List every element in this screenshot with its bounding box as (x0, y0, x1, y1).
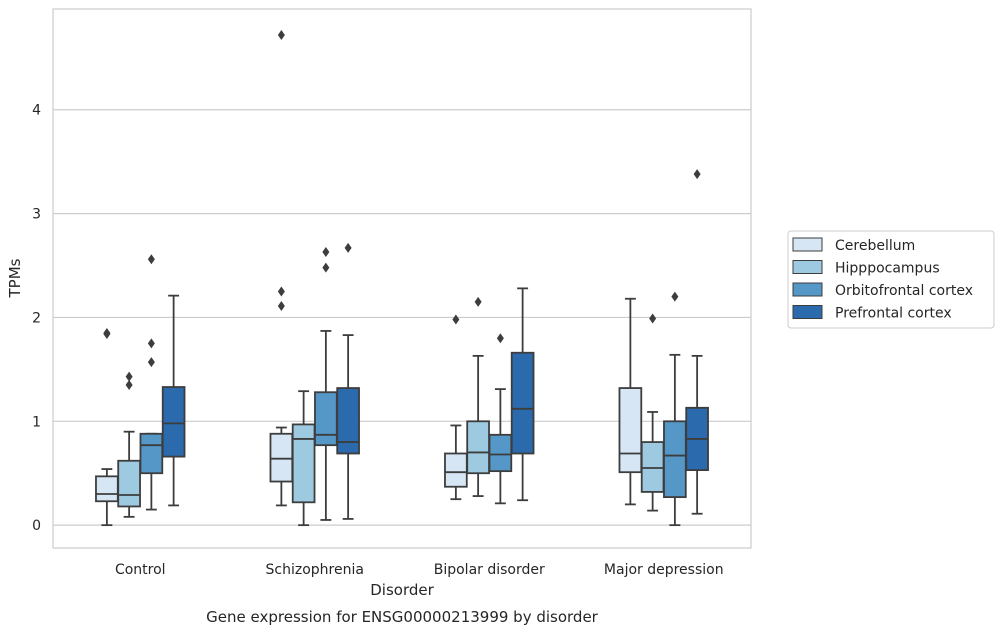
x-axis-label: Disorder (370, 581, 434, 599)
legend-swatch (792, 282, 823, 297)
outlier-point (125, 379, 133, 390)
legend: Cerebellum Hipppocampus Orbitofrontal cort… (787, 230, 995, 329)
y-tick-labels: 0 1 2 3 4 (32, 103, 41, 534)
y-tick-label: 1 (32, 414, 41, 430)
box-body (314, 391, 338, 447)
legend-label: Hipppocampus (835, 261, 940, 277)
box-prefrontal-cortex (685, 169, 709, 515)
box-body (95, 475, 119, 503)
legend-swatch (792, 305, 823, 319)
box-body (488, 433, 513, 473)
outlier-point (671, 291, 679, 302)
box-cerebellum (269, 29, 294, 507)
box-body (269, 432, 294, 483)
x-tick-label: Bipolar disorder (434, 562, 545, 578)
outlier-point (693, 169, 701, 180)
x-tick-label: Control (115, 562, 166, 578)
y-tick-label: 4 (32, 103, 41, 119)
outlier-point (649, 313, 657, 324)
box-body (444, 452, 468, 488)
legend-frame (787, 230, 995, 329)
box-body (336, 387, 360, 455)
legend-swatch (792, 237, 823, 252)
box-body (510, 351, 535, 455)
box-orbitofrontal-cortex (139, 254, 164, 511)
boxes (95, 29, 709, 527)
x-tick-label: Schizophrenia (266, 562, 364, 578)
box-hipppocampus (466, 296, 490, 497)
box-prefrontal-cortex (510, 287, 535, 502)
legend-label: Orbitofrontal cortex (835, 283, 973, 299)
box-hipppocampus (640, 313, 665, 512)
box-body (117, 459, 141, 508)
outlier-point (344, 242, 352, 253)
outlier-point (147, 357, 155, 368)
outlier-point (474, 296, 482, 307)
outlier-point (103, 329, 111, 340)
outlier-point (496, 333, 504, 344)
x-tick-labels: Control Schizophrenia Bipolar disorder Majo… (115, 562, 724, 578)
box-body (161, 386, 186, 458)
box-hipppocampus (117, 371, 141, 518)
box-body (139, 432, 164, 475)
outlier-point (452, 314, 460, 325)
legend-label: Prefrontal cortex (835, 306, 952, 322)
box-body (640, 441, 665, 493)
chart-caption: Gene expression for ENSG00000213999 by d… (206, 608, 599, 626)
outlier-point (277, 301, 285, 312)
y-tick-label: 3 (32, 207, 41, 223)
outlier-point (277, 29, 285, 40)
outlier-point (147, 338, 155, 349)
plot-area-frame (52, 8, 752, 549)
box-prefrontal-cortex (336, 242, 360, 520)
legend-entries: Cerebellum Hipppocampus Orbitofrontal cort… (792, 237, 973, 322)
box-cerebellum (444, 314, 468, 501)
box-body (618, 387, 643, 474)
x-tick-label: Major depression (604, 562, 724, 578)
outlier-point (322, 247, 330, 258)
y-axis-label: TPMs (6, 258, 24, 298)
box-body (291, 423, 316, 504)
box-body (466, 420, 490, 475)
box-cerebellum (618, 297, 643, 506)
box-hipppocampus (291, 390, 316, 527)
outlier-point (125, 371, 133, 382)
box-body (663, 420, 687, 499)
box-prefrontal-cortex (161, 294, 186, 507)
legend-label: Cerebellum (835, 238, 915, 254)
box-orbitofrontal-cortex (488, 333, 513, 505)
box-cerebellum (95, 328, 119, 527)
y-tick-label: 0 (32, 518, 41, 534)
outlier-point (277, 286, 285, 297)
box-orbitofrontal-cortex (663, 291, 687, 527)
outlier-point (147, 254, 155, 265)
outlier-point (322, 262, 330, 273)
y-tick-label: 2 (32, 310, 41, 326)
legend-swatch (792, 260, 823, 274)
box-orbitofrontal-cortex (314, 247, 338, 521)
